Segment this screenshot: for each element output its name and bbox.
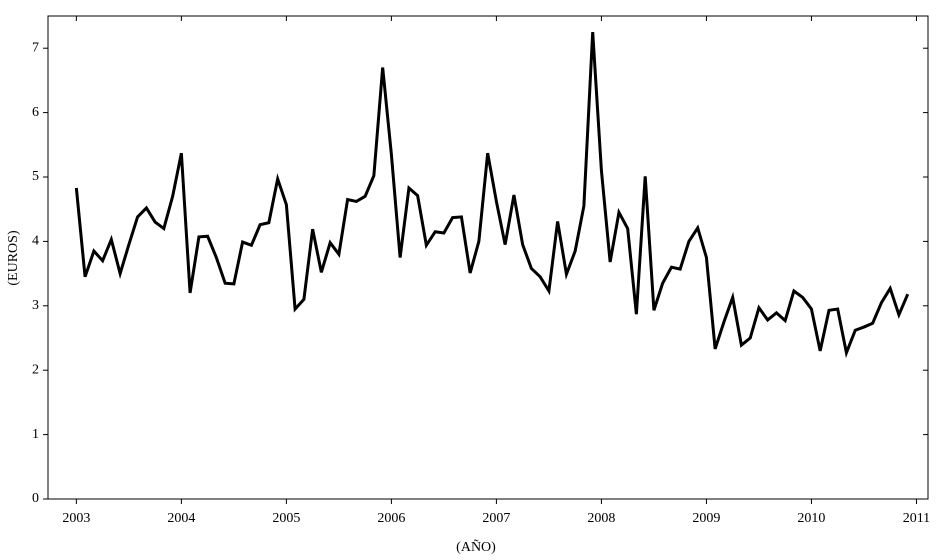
y-tick-label: 6 (32, 105, 39, 120)
y-tick-label: 5 (32, 169, 39, 184)
x-axis-label: (AÑO) (456, 539, 496, 555)
y-tick-label: 7 (32, 40, 39, 55)
x-tick-label: 2005 (272, 511, 300, 526)
x-tick-label: 2006 (377, 511, 405, 526)
x-tick-label: 2007 (482, 511, 510, 526)
y-tick-label: 3 (32, 298, 39, 313)
y-axis-label: (EUROS) (6, 230, 21, 286)
x-tick-label: 2010 (797, 511, 825, 526)
y-tick-label: 1 (32, 427, 39, 442)
x-tick-label: 2008 (587, 511, 615, 526)
x-tick-label: 2004 (167, 511, 195, 526)
y-tick-label: 4 (32, 234, 39, 249)
y-tick-label: 0 (32, 491, 39, 506)
price-line (74, 32, 910, 359)
plot-frame (47, 15, 929, 500)
x-tick-label: 2011 (903, 511, 930, 526)
x-tick-label: 2003 (62, 511, 90, 526)
x-tick-label: 2009 (692, 511, 720, 526)
y-tick-label: 2 (32, 362, 39, 377)
